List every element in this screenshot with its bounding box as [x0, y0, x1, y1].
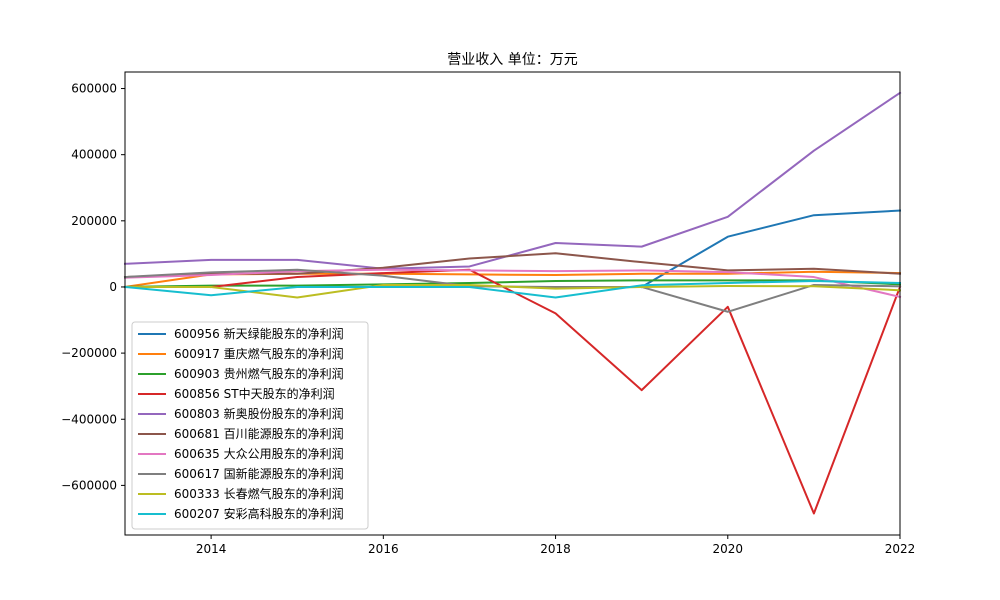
y-tick-label: −600000 — [61, 478, 117, 492]
series-line-2 — [123, 279, 902, 288]
y-tick-label: 400000 — [71, 148, 117, 162]
series-line-3 — [210, 268, 902, 515]
legend-label: 600635 大众公用股东的净利润 — [174, 446, 344, 461]
x-tick-label: 2016 — [368, 542, 399, 556]
series-line-4 — [123, 91, 902, 270]
x-tick-label: 2018 — [540, 542, 571, 556]
series-line-9 — [123, 280, 902, 299]
legend-label: 600681 百川能源股东的净利润 — [174, 426, 344, 441]
axes-frame — [124, 71, 901, 536]
y-axis: −600000 −400000 −200000 0 200000 400000 600000 — [61, 82, 125, 492]
legend-label: 600856 ST中天股东的净利润 — [174, 386, 335, 401]
series-line-6 — [123, 268, 902, 299]
legend-label: 600956 新天绿能股东的净利润 — [174, 326, 344, 341]
legend-label: 600617 国新能源股东的净利润 — [174, 466, 344, 481]
x-tick-label: 2020 — [713, 542, 744, 556]
legend: 600956 新天绿能股东的净利润 600917 重庆燃气股东的净利润 600903… — [131, 321, 369, 530]
series-lines — [123, 91, 902, 515]
x-tick-label: 2022 — [885, 542, 916, 556]
y-tick-label: −200000 — [61, 346, 117, 360]
y-tick-label: −400000 — [61, 412, 117, 426]
series-line-0 — [640, 209, 902, 289]
series-line-8 — [124, 283, 902, 299]
x-tick-label: 2014 — [196, 542, 227, 556]
x-axis: 2014 2016 2018 2020 2022 — [196, 535, 915, 556]
legend-label: 600803 新奥股份股东的净利润 — [174, 406, 344, 421]
legend-box — [131, 321, 369, 530]
y-tick-label: 200000 — [71, 214, 117, 228]
legend-label: 600917 重庆燃气股东的净利润 — [174, 346, 344, 361]
legend-label: 600207 安彩高科股东的净利润 — [174, 506, 344, 521]
y-tick-label: 0 — [109, 280, 117, 294]
y-tick-label: 600000 — [71, 82, 117, 96]
legend-label: 600333 长春燃气股东的净利润 — [174, 486, 344, 501]
chart-title: 营业收入 单位：万元 — [447, 52, 577, 68]
legend-label: 600903 贵州燃气股东的净利润 — [174, 366, 344, 381]
